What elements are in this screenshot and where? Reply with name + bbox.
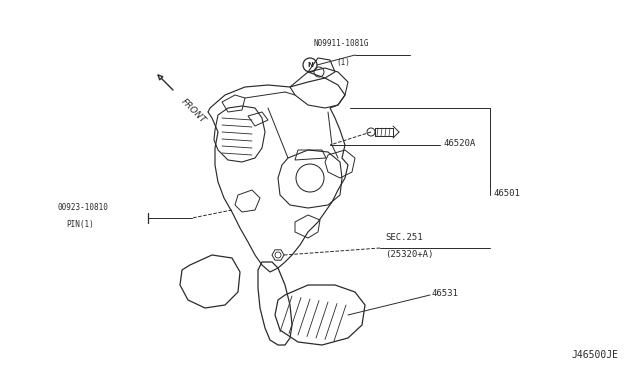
- Text: FRONT: FRONT: [179, 97, 207, 125]
- Text: N09911-1081G: N09911-1081G: [314, 39, 369, 48]
- Text: 46520A: 46520A: [443, 140, 476, 148]
- Text: (25320+A): (25320+A): [385, 250, 433, 259]
- Text: N: N: [307, 62, 313, 68]
- Text: SEC.251: SEC.251: [385, 233, 422, 242]
- Text: 46501: 46501: [493, 189, 520, 198]
- Text: 46531: 46531: [432, 289, 459, 298]
- Text: J46500JE: J46500JE: [571, 350, 618, 360]
- Text: PIN(1): PIN(1): [66, 220, 93, 229]
- Text: (1): (1): [336, 58, 350, 67]
- Text: 00923-10810: 00923-10810: [58, 203, 109, 212]
